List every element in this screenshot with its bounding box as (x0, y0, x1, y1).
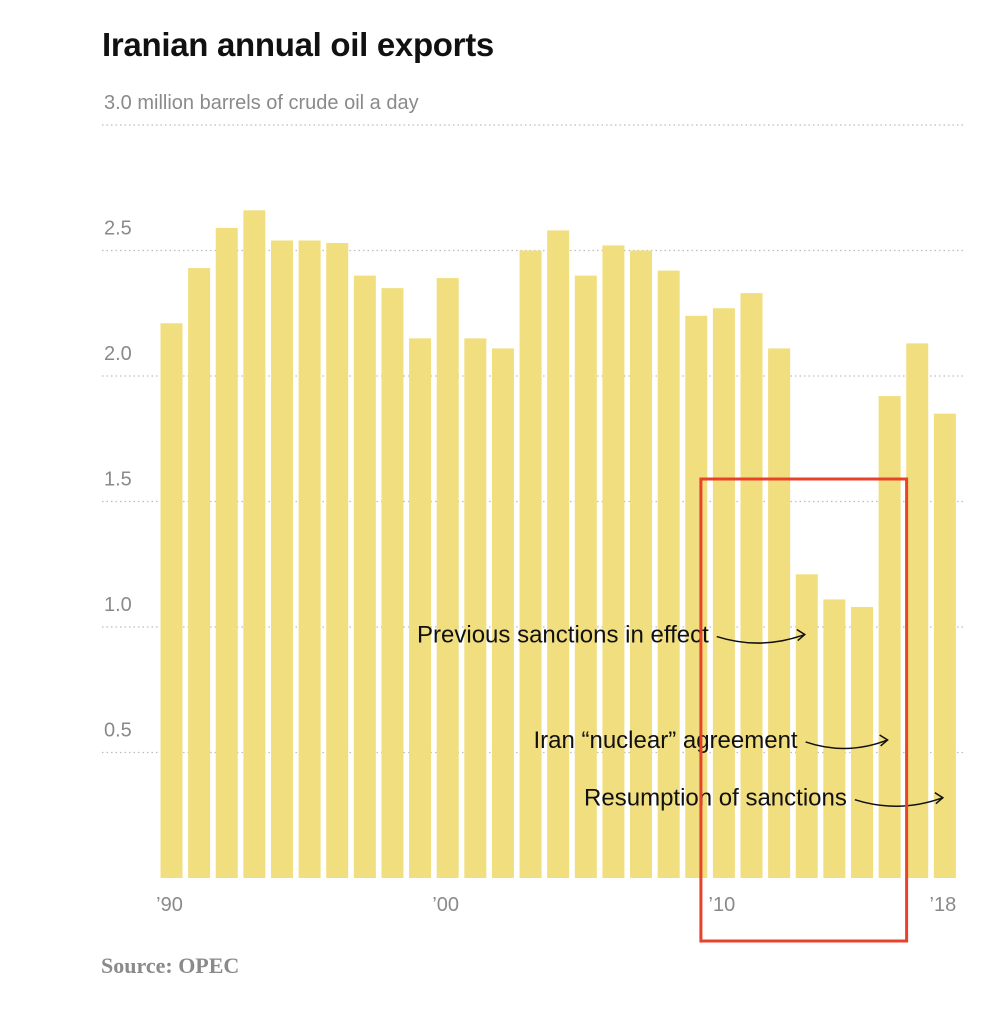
bar (464, 338, 487, 879)
y-tick-label: 1.5 (104, 469, 132, 491)
annotation-label: Previous sanctions in effect (417, 622, 709, 649)
bar (547, 230, 570, 879)
bar (381, 288, 404, 878)
bar (768, 348, 791, 878)
annotation-label: Resumption of sanctions (584, 785, 847, 812)
y-tick-label: 2.5 (104, 218, 132, 240)
bar (574, 275, 597, 879)
y-tick-label: 0.5 (104, 720, 132, 742)
x-tick-label: ’00 (432, 894, 459, 916)
bar (491, 348, 514, 878)
bar (740, 293, 763, 878)
bar (353, 275, 376, 879)
chart-title: Iranian annual oil exports (102, 26, 494, 63)
highlight-box (699, 477, 909, 943)
x-tick-label: ’90 (156, 894, 183, 916)
bar (602, 245, 625, 879)
bar (188, 268, 211, 878)
annotation-arrowhead (796, 628, 807, 642)
bar (270, 240, 293, 878)
bar (851, 606, 873, 878)
bar (243, 210, 266, 879)
annotation-arrowhead (879, 734, 889, 747)
annotation-arrow (854, 796, 944, 807)
bar (326, 242, 349, 879)
bar (519, 250, 542, 878)
bar (298, 240, 321, 878)
x-tick-label: ’18 (930, 894, 957, 916)
bar (436, 278, 459, 878)
annotation-arrow (805, 739, 888, 750)
bar (878, 396, 901, 878)
bar (160, 323, 183, 878)
bar (215, 227, 238, 878)
y-tick-label: 2.0 (104, 343, 132, 365)
bar (823, 599, 846, 878)
annotation-arrow (716, 633, 806, 644)
bar (795, 574, 818, 878)
bar (933, 413, 956, 878)
bar (906, 343, 929, 878)
bar (630, 250, 653, 878)
annotation-label: Iran “nuclear” agreement (533, 727, 797, 754)
bar (657, 270, 680, 879)
x-tick-label: ’10 (709, 894, 736, 916)
bar (409, 338, 432, 879)
y-tick-label: 3.0 million barrels of crude oil a day (104, 92, 419, 114)
annotation-arrowhead (934, 792, 945, 805)
bar (712, 308, 735, 879)
source-note: Source: OPEC (101, 953, 240, 978)
y-tick-label: 1.0 (104, 594, 132, 616)
